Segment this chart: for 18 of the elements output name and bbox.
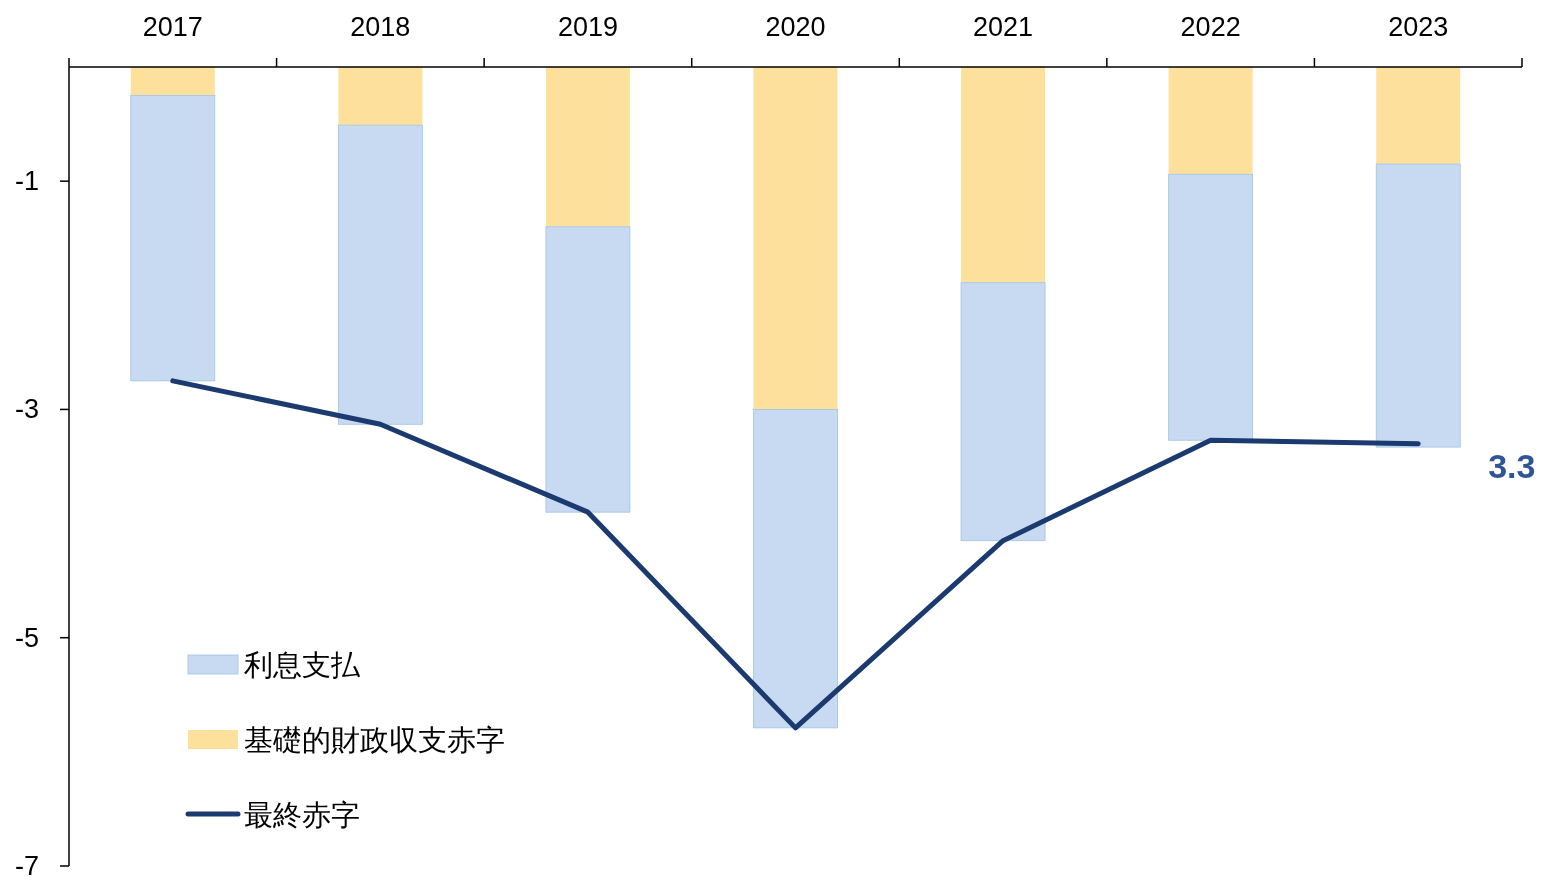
- x-tick-label: 2023: [1388, 12, 1449, 42]
- x-tick-label: 2020: [765, 12, 826, 42]
- y-tick-label: -3: [15, 394, 39, 425]
- legend-label: 利息支払: [244, 649, 361, 681]
- legend-item: 最終赤字: [185, 799, 360, 831]
- x-tick-label: 2019: [557, 12, 618, 42]
- x-tick-label: 2022: [1180, 12, 1241, 42]
- annotation: 3.3: [1488, 446, 1536, 485]
- legend-label: 最終赤字: [244, 799, 360, 831]
- legend-item: 基礎的財政収支赤字: [188, 724, 505, 756]
- x-tick-label: 2017: [142, 12, 203, 42]
- legend-item: 利息支払: [187, 649, 360, 681]
- y-tick-label: -1: [15, 166, 39, 197]
- x-tick-label: 2018: [350, 12, 411, 42]
- legend-label: 基礎的財政収支赤字: [244, 724, 505, 756]
- y-tick-label: -7: [15, 851, 39, 881]
- x-tick-label: 2021: [973, 12, 1034, 42]
- y-tick-label: -5: [15, 622, 39, 653]
